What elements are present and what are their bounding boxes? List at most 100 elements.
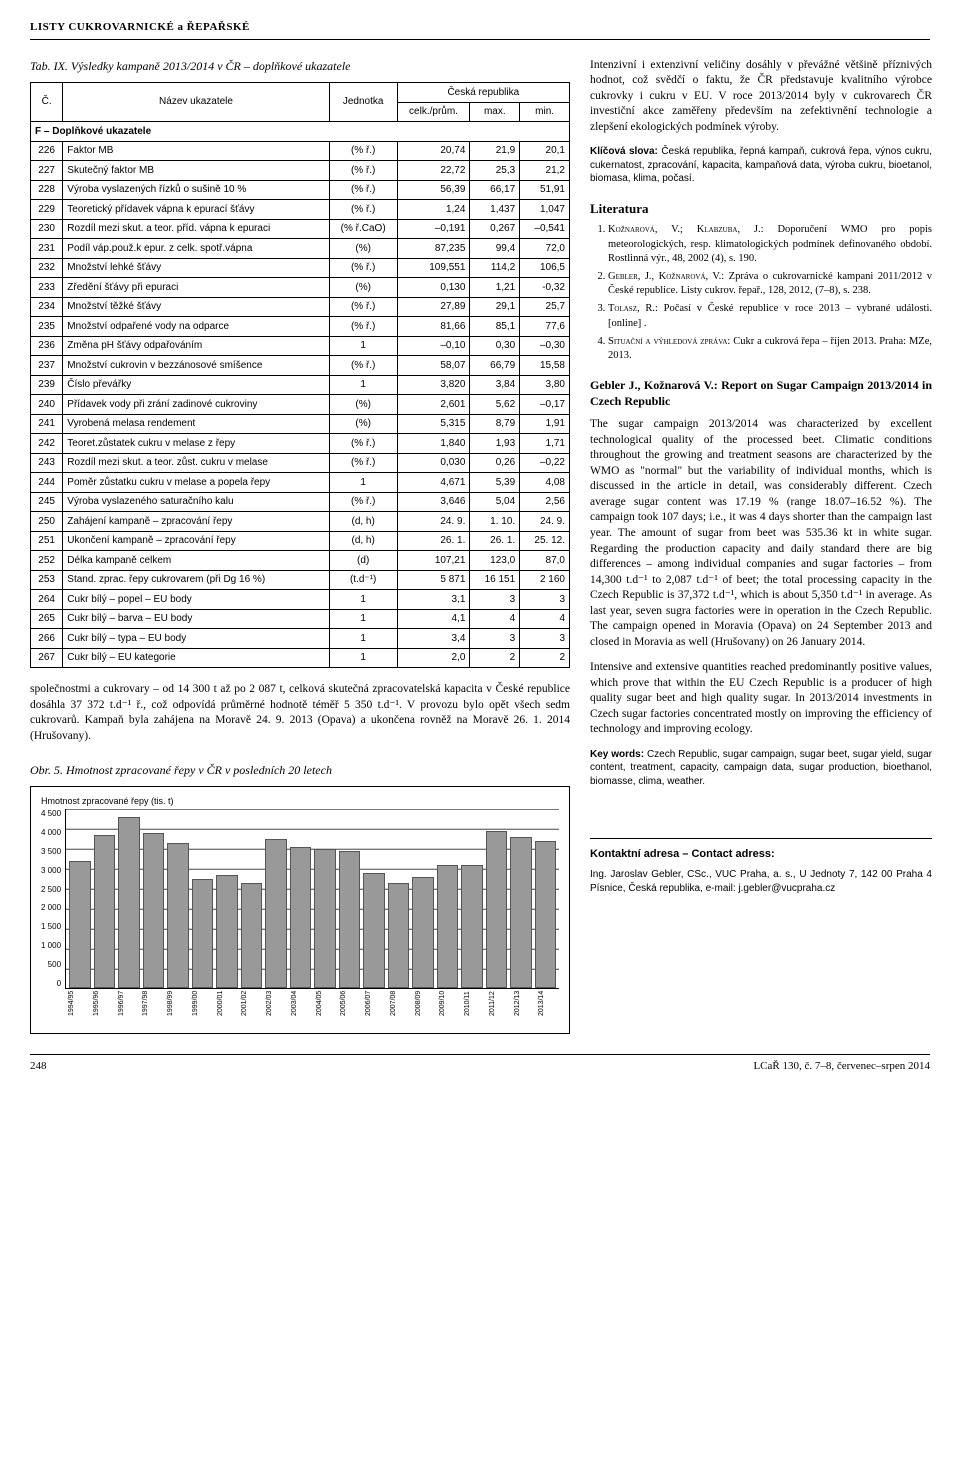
row-unit: (%) — [329, 395, 397, 415]
row-name: Rozdíl mezi skut. a teor. zůst. cukru v … — [63, 453, 329, 473]
row-unit: 1 — [329, 648, 397, 668]
y-tick-label: 2 500 — [41, 885, 61, 896]
row-name: Faktor MB — [63, 141, 329, 161]
row-name: Délka kampaně celkem — [63, 551, 329, 571]
row-min: –0,30 — [520, 336, 570, 356]
row-avg: 3,4 — [397, 629, 470, 649]
chart-bar — [437, 865, 459, 988]
row-avg: 0,130 — [397, 278, 470, 298]
table-row: 226Faktor MB(% ř.)20,7421,920,1 — [31, 141, 570, 161]
row-max: 26. 1. — [470, 531, 520, 551]
y-tick-label: 0 — [57, 979, 61, 990]
row-avg: 26. 1. — [397, 531, 470, 551]
row-max: 85,1 — [470, 317, 520, 337]
row-index: 237 — [31, 356, 63, 376]
chart-bar — [314, 849, 336, 988]
row-min: –0,17 — [520, 395, 570, 415]
contact-body: Ing. Jaroslav Gebler, CSc., VUC Praha, a… — [590, 868, 932, 895]
row-max: 21,9 — [470, 141, 520, 161]
x-tick-label: 1998/99 — [166, 991, 188, 1029]
y-tick-label: 1 000 — [41, 941, 61, 952]
chart-bar — [412, 877, 434, 988]
row-min: 2 — [520, 648, 570, 668]
row-min: 25. 12. — [520, 531, 570, 551]
x-tick-label: 2007/08 — [389, 991, 411, 1029]
row-name: Teoretický přídavek vápna k epurací šťáv… — [63, 200, 329, 220]
reference-item: Situační a výhledová zpráva: Cukr a cukr… — [608, 335, 932, 363]
row-index: 229 — [31, 200, 63, 220]
section-row: F – Doplňkové ukazatele — [31, 122, 570, 142]
row-min: 24. 9. — [520, 512, 570, 532]
chart-bar — [339, 851, 361, 988]
chart-x-axis: 1994/951995/961996/971997/981998/991999/… — [41, 991, 559, 1029]
row-max: 1. 10. — [470, 512, 520, 532]
x-tick-label: 2009/10 — [438, 991, 460, 1029]
x-tick-label: 2003/04 — [290, 991, 312, 1029]
th-min: min. — [520, 102, 570, 122]
bar-chart: Hmotnost zpracované řepy (tis. t) 4 5004… — [30, 786, 570, 1034]
row-min: 3 — [520, 590, 570, 610]
chart-y-axis: 4 5004 0003 5003 0002 5002 0001 5001 000… — [41, 809, 65, 989]
table-row: 264Cukr bílý – popel – EU body13,133 — [31, 590, 570, 610]
row-unit: (d, h) — [329, 531, 397, 551]
row-index: 265 — [31, 609, 63, 629]
row-unit: (% ř.) — [329, 492, 397, 512]
row-avg: 5 871 — [397, 570, 470, 590]
row-unit: (% ř.) — [329, 161, 397, 181]
row-name: Cukr bílý – barva – EU body — [63, 609, 329, 629]
chart-bar — [143, 833, 165, 988]
row-unit: 1 — [329, 609, 397, 629]
chart-bar — [510, 837, 532, 988]
chart-bar — [363, 873, 385, 988]
row-name: Podíl váp.použ.k epur. z celk. spotř.váp… — [63, 239, 329, 259]
left-column: Tab. IX. Výsledky kampaně 2013/2014 v ČR… — [30, 58, 570, 1035]
row-max: 2 — [470, 648, 520, 668]
row-index: 235 — [31, 317, 63, 337]
page-footer: 248 LCaŘ 130, č. 7–8, červenec–srpen 201… — [30, 1054, 930, 1074]
row-max: 0,30 — [470, 336, 520, 356]
row-index: 266 — [31, 629, 63, 649]
row-min: -0,32 — [520, 278, 570, 298]
row-min: 3,80 — [520, 375, 570, 395]
row-unit: (%) — [329, 414, 397, 434]
row-max: 4 — [470, 609, 520, 629]
row-avg: 58,07 — [397, 356, 470, 376]
row-avg: 87,235 — [397, 239, 470, 259]
row-index: 239 — [31, 375, 63, 395]
th-max: max. — [470, 102, 520, 122]
main-columns: Tab. IX. Výsledky kampaně 2013/2014 v ČR… — [30, 58, 930, 1035]
table-row: 236Změna pH šťávy odpařováním1–0,100,30–… — [31, 336, 570, 356]
row-name: Ukončení kampaně – zpracování řepy — [63, 531, 329, 551]
row-avg: 107,21 — [397, 551, 470, 571]
row-avg: 4,671 — [397, 473, 470, 493]
key-words-cz: Klíčová slova: Česká republika, řepná ka… — [590, 145, 932, 186]
row-unit: (% ř.) — [329, 200, 397, 220]
row-unit: 1 — [329, 473, 397, 493]
row-unit: (% ř.) — [329, 258, 397, 278]
row-min: 2 160 — [520, 570, 570, 590]
row-index: 245 — [31, 492, 63, 512]
x-tick-label: 1995/96 — [92, 991, 114, 1029]
row-unit: (t.d⁻¹) — [329, 570, 397, 590]
x-tick-label: 2001/02 — [240, 991, 262, 1029]
intro-paragraph: Intenzivní i extenzivní veličiny dosáhly… — [590, 58, 932, 136]
row-name: Vyrobená melasa rendement — [63, 414, 329, 434]
row-min: 77,6 — [520, 317, 570, 337]
table-row: 250Zahájení kampaně – zpracování řepy(d,… — [31, 512, 570, 532]
table-row: 233Zředění šťávy při epuraci(%)0,1301,21… — [31, 278, 570, 298]
page-number: 248 — [30, 1059, 47, 1074]
table-row: 227Skutečný faktor MB(% ř.)22,7225,321,2 — [31, 161, 570, 181]
reference-item: Gebler, J., Kožnarová, V.: Zpráva o cukr… — [608, 270, 932, 298]
y-tick-label: 3 000 — [41, 866, 61, 877]
row-unit: (%) — [329, 239, 397, 259]
table-row: 241Vyrobená melasa rendement(%)5,3158,79… — [31, 414, 570, 434]
x-tick-label: 2000/01 — [216, 991, 238, 1029]
row-unit: 1 — [329, 375, 397, 395]
row-avg: 109,551 — [397, 258, 470, 278]
table-row: 252Délka kampaně celkem(d)107,21123,087,… — [31, 551, 570, 571]
table-row: 243Rozdíl mezi skut. a teor. zůst. cukru… — [31, 453, 570, 473]
row-unit: (% ř.) — [329, 453, 397, 473]
row-name: Množství odpařené vody na odparce — [63, 317, 329, 337]
row-max: 1,437 — [470, 200, 520, 220]
y-tick-label: 3 500 — [41, 847, 61, 858]
